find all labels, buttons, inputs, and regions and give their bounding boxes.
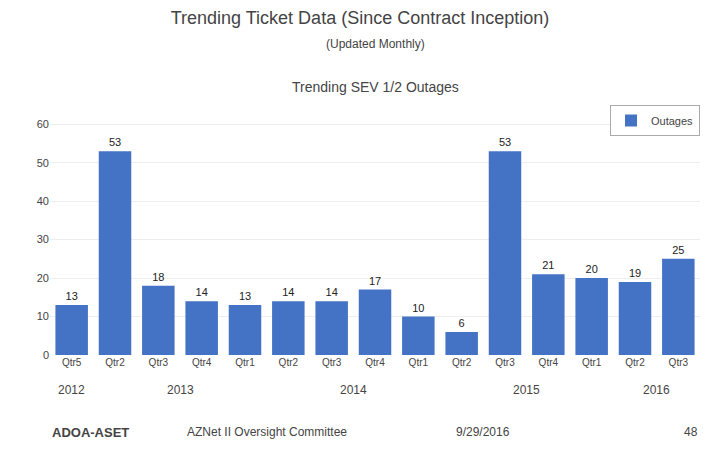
svg-text:Trending Ticket Data (Since Co: Trending Ticket Data (Since Contract Inc… bbox=[171, 8, 550, 28]
svg-text:Qtr4: Qtr4 bbox=[365, 357, 385, 368]
svg-text:Qtr2: Qtr2 bbox=[279, 357, 299, 368]
svg-text:Trending SEV 1/2 Outages: Trending SEV 1/2 Outages bbox=[292, 79, 459, 95]
svg-text:Qtr1: Qtr1 bbox=[582, 357, 602, 368]
svg-text:50: 50 bbox=[37, 157, 49, 169]
svg-text:Qtr2: Qtr2 bbox=[452, 357, 472, 368]
svg-text:Qtr1: Qtr1 bbox=[235, 357, 255, 368]
svg-text:Outages: Outages bbox=[651, 115, 693, 127]
svg-text:19: 19 bbox=[629, 267, 641, 279]
svg-text:Qtr4: Qtr4 bbox=[192, 357, 212, 368]
svg-text:60: 60 bbox=[37, 118, 49, 130]
svg-text:53: 53 bbox=[499, 136, 511, 148]
svg-text:2016: 2016 bbox=[643, 383, 670, 397]
svg-text:2015: 2015 bbox=[513, 383, 540, 397]
svg-text:Qtr3: Qtr3 bbox=[669, 357, 689, 368]
svg-text:53: 53 bbox=[109, 136, 121, 148]
svg-text:Qtr3: Qtr3 bbox=[149, 357, 169, 368]
svg-text:0: 0 bbox=[43, 349, 49, 361]
svg-text:14: 14 bbox=[196, 286, 208, 298]
svg-text:20: 20 bbox=[37, 272, 49, 284]
svg-text:Qtr2: Qtr2 bbox=[105, 357, 125, 368]
svg-text:18: 18 bbox=[152, 271, 164, 283]
svg-text:14: 14 bbox=[282, 286, 294, 298]
svg-text:AZNet II Oversight Committee: AZNet II Oversight Committee bbox=[187, 425, 347, 439]
svg-text:Qtr3: Qtr3 bbox=[322, 357, 342, 368]
svg-text:9/29/2016: 9/29/2016 bbox=[456, 425, 510, 439]
svg-text:Qtr1: Qtr1 bbox=[409, 357, 429, 368]
svg-text:30: 30 bbox=[37, 233, 49, 245]
svg-text:Qtr5: Qtr5 bbox=[62, 357, 82, 368]
svg-text:Qtr3: Qtr3 bbox=[495, 357, 515, 368]
svg-text:17: 17 bbox=[369, 275, 381, 287]
svg-text:Qtr4: Qtr4 bbox=[539, 357, 559, 368]
svg-text:Qtr2: Qtr2 bbox=[625, 357, 645, 368]
svg-text:(Updated Monthly): (Updated Monthly) bbox=[326, 37, 425, 51]
svg-text:2012: 2012 bbox=[58, 383, 85, 397]
svg-text:14: 14 bbox=[326, 286, 338, 298]
svg-text:ADOA-ASET: ADOA-ASET bbox=[52, 425, 129, 440]
svg-text:2013: 2013 bbox=[167, 383, 194, 397]
svg-text:13: 13 bbox=[66, 290, 78, 302]
svg-text:2014: 2014 bbox=[340, 383, 367, 397]
svg-text:13: 13 bbox=[239, 290, 251, 302]
svg-text:20: 20 bbox=[586, 263, 598, 275]
svg-text:40: 40 bbox=[37, 195, 49, 207]
svg-text:25: 25 bbox=[672, 244, 684, 256]
svg-text:10: 10 bbox=[37, 310, 49, 322]
svg-text:48: 48 bbox=[684, 425, 698, 439]
svg-text:6: 6 bbox=[459, 317, 465, 329]
svg-text:21: 21 bbox=[542, 259, 554, 271]
svg-text:10: 10 bbox=[412, 302, 424, 314]
